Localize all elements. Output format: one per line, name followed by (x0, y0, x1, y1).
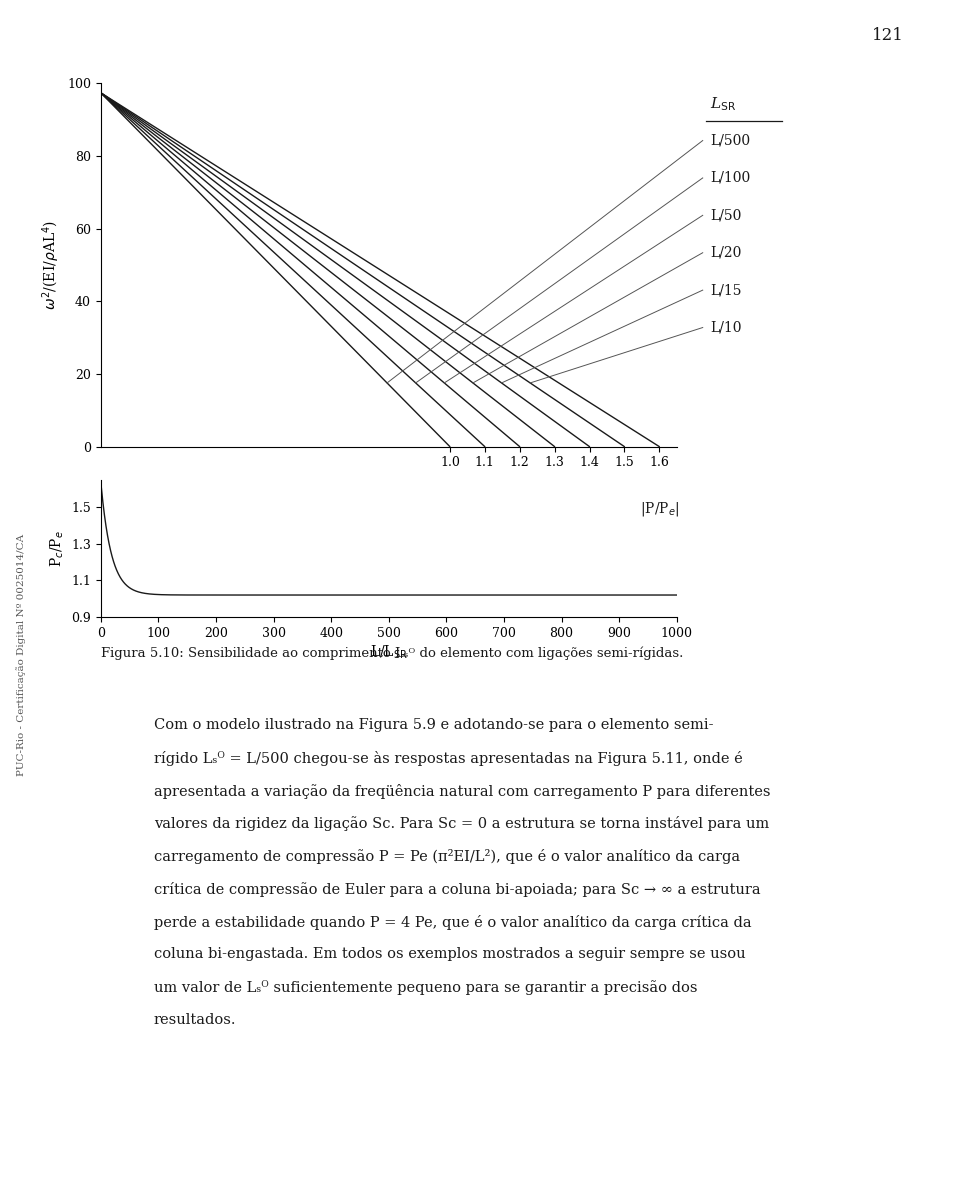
Text: Figura 5.10: Sensibilidade ao comprimento Lₛᴼ do elemento com ligações semi-rígi: Figura 5.10: Sensibilidade ao compriment… (101, 647, 684, 660)
Text: Com o modelo ilustrado na Figura 5.9 e adotando-se para o elemento semi-: Com o modelo ilustrado na Figura 5.9 e a… (154, 718, 713, 732)
Text: rígido Lₛᴼ = L/500 chegou-se às respostas apresentadas na Figura 5.11, onde é: rígido Lₛᴼ = L/500 chegou-se às resposta… (154, 752, 742, 766)
Text: 121: 121 (872, 27, 904, 44)
Text: valores da rigidez da ligação Sc. Para Sc = 0 a estrutura se torna instável para: valores da rigidez da ligação Sc. Para S… (154, 817, 769, 831)
Text: perde a estabilidade quando P = 4 Pe, que é o valor analítico da carga crítica d: perde a estabilidade quando P = 4 Pe, qu… (154, 915, 752, 930)
Y-axis label: P$_c$/P$_e$: P$_c$/P$_e$ (48, 530, 65, 567)
Text: crítica de compressão de Euler para a coluna bi-apoiada; para Sc → ∞ a estrutura: crítica de compressão de Euler para a co… (154, 881, 760, 897)
Y-axis label: $\omega^2$/(EI/$\rho$AL$^4$): $\omega^2$/(EI/$\rho$AL$^4$) (40, 220, 61, 310)
Text: L/20: L/20 (710, 245, 742, 260)
Text: resultados.: resultados. (154, 1012, 236, 1027)
Text: L/100: L/100 (710, 172, 751, 185)
X-axis label: L/L$_{\rm SR}$: L/L$_{\rm SR}$ (370, 644, 408, 661)
Text: PUC-Rio - Certificação Digital Nº 0025014/CA: PUC-Rio - Certificação Digital Nº 002501… (16, 534, 26, 777)
Text: apresentada a variação da freqüência natural com carregamento P para diferentes: apresentada a variação da freqüência nat… (154, 784, 770, 799)
Text: L/15: L/15 (710, 283, 742, 297)
Text: L/10: L/10 (710, 320, 742, 335)
Text: um valor de Lₛᴼ suficientemente pequeno para se garantir a precisão dos: um valor de Lₛᴼ suficientemente pequeno … (154, 980, 697, 996)
Text: L/50: L/50 (710, 208, 742, 223)
Text: $|$P/P$_e$$|$: $|$P/P$_e$$|$ (639, 500, 680, 518)
Text: carregamento de compressão P = Pe (π²EI/L²), que é o valor analítico da carga: carregamento de compressão P = Pe (π²EI/… (154, 849, 740, 865)
Text: L$_{\rm SR}$: L$_{\rm SR}$ (710, 95, 736, 113)
Text: coluna bi-engastada. Em todos os exemplos mostrados a seguir sempre se usou: coluna bi-engastada. Em todos os exemplo… (154, 948, 745, 961)
Text: L/500: L/500 (710, 133, 751, 148)
